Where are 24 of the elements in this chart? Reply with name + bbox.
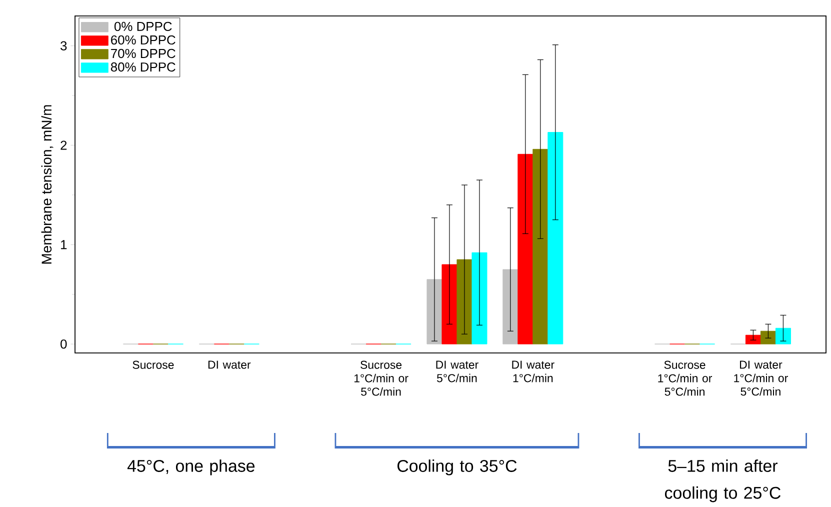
x-tick-label: DI water 1°C/min [512,360,554,382]
y-tick-label: 3 [60,41,67,50]
bar [532,148,548,344]
x-tick-label: Sucrose 1°C/min or 5°C/min [354,360,408,396]
bar [745,334,761,344]
x-tick-label: DI water 1°C/min or 5°C/min [734,360,788,396]
bar [548,132,564,344]
y-tick-label: 1 [61,240,67,250]
y-tick-label: 0 [60,339,67,349]
bar [760,330,776,344]
text: 5–15 min after cooling to 25°C [665,460,781,502]
y-axis-title: Membrane tension, mN/m [41,105,54,264]
text: 45°C, one phase [127,460,255,476]
x-tick-label: Sucrose [132,360,174,369]
legend-label: 0% DPPC [114,22,172,32]
x-tick-label: Sucrose 1°C/min or 5°C/min [658,360,712,396]
legend-label: 60% DPPC [111,35,176,45]
y-tick-label: 2 [60,140,67,150]
bar [518,154,534,344]
legend-label: 70% DPPC [111,48,176,58]
x-tick-label: DI water [208,360,251,369]
x-tick-label: DI water 5°C/min [436,360,478,382]
text: Cooling to 35°C [397,460,517,476]
legend-label: 80% DPPC [110,62,176,72]
